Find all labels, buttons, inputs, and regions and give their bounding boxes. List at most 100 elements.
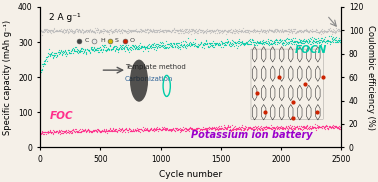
Point xyxy=(66,130,72,133)
Point xyxy=(223,128,229,131)
Point xyxy=(107,45,113,48)
Point xyxy=(44,59,50,62)
Point xyxy=(181,31,187,34)
Point xyxy=(76,52,82,55)
Point xyxy=(122,28,128,31)
Point xyxy=(119,44,125,47)
Point xyxy=(198,128,204,131)
Point xyxy=(223,41,229,43)
Point xyxy=(226,29,232,32)
Point xyxy=(325,28,331,31)
Point xyxy=(231,29,237,32)
Point xyxy=(141,45,147,48)
Point xyxy=(212,128,218,131)
Point xyxy=(87,28,93,31)
Point xyxy=(262,126,268,128)
Point xyxy=(222,29,228,32)
Point xyxy=(246,43,252,46)
Point xyxy=(329,38,335,41)
Point xyxy=(41,60,47,62)
Point xyxy=(244,43,250,46)
Point xyxy=(195,46,201,49)
Point xyxy=(39,69,45,72)
Point xyxy=(213,28,219,31)
Point xyxy=(182,39,188,42)
Point xyxy=(146,31,152,34)
Point xyxy=(189,42,195,45)
Point xyxy=(171,42,177,45)
Point xyxy=(64,29,70,32)
Point xyxy=(113,127,119,130)
Point xyxy=(249,127,255,130)
Point xyxy=(290,128,296,131)
Point xyxy=(320,39,326,42)
Point xyxy=(95,28,101,31)
Point xyxy=(167,30,173,33)
Point xyxy=(321,127,327,130)
Point xyxy=(242,42,248,45)
Point xyxy=(69,49,75,52)
Point xyxy=(75,49,81,52)
Point xyxy=(136,47,142,50)
Point xyxy=(308,27,314,30)
Point xyxy=(321,38,327,41)
Point xyxy=(307,37,313,40)
Point xyxy=(61,130,67,132)
Point xyxy=(91,129,97,132)
Point xyxy=(95,51,101,54)
Point xyxy=(310,29,316,32)
Point xyxy=(78,30,84,33)
Point xyxy=(250,29,256,32)
Point xyxy=(123,46,129,49)
Point xyxy=(298,40,304,43)
Point xyxy=(55,29,61,32)
Point xyxy=(119,130,125,133)
Point xyxy=(71,30,77,33)
Point xyxy=(204,127,210,130)
Point xyxy=(67,131,73,134)
Point xyxy=(330,125,336,128)
Point xyxy=(220,126,226,129)
Point xyxy=(188,30,194,33)
Point xyxy=(147,128,153,131)
Point xyxy=(291,40,297,43)
Point xyxy=(180,46,186,49)
Point xyxy=(111,129,117,132)
Point xyxy=(321,39,327,42)
Point xyxy=(249,29,255,32)
Point xyxy=(181,126,187,129)
Point xyxy=(218,127,225,130)
Point xyxy=(330,38,336,41)
Point xyxy=(334,29,340,32)
Point xyxy=(257,127,263,130)
Point xyxy=(336,39,342,42)
Point xyxy=(265,31,271,34)
Point xyxy=(312,29,318,32)
Point xyxy=(323,30,329,33)
Point xyxy=(108,130,114,133)
Point xyxy=(241,30,247,33)
Point xyxy=(226,29,232,32)
Point xyxy=(39,63,45,66)
Point xyxy=(74,28,81,31)
Point xyxy=(118,47,124,50)
Point xyxy=(174,42,180,45)
Point xyxy=(73,128,79,131)
Point xyxy=(86,129,92,132)
Point xyxy=(321,125,327,128)
Point xyxy=(129,30,135,33)
Point xyxy=(315,40,321,43)
Point xyxy=(274,125,280,128)
Point xyxy=(57,51,64,54)
Point xyxy=(298,125,304,128)
Point xyxy=(309,30,315,33)
Point xyxy=(49,130,55,133)
Point xyxy=(125,48,131,51)
Point xyxy=(67,29,73,32)
Point xyxy=(327,27,333,30)
Point xyxy=(68,50,74,53)
Point xyxy=(166,128,172,131)
Point xyxy=(336,124,342,127)
Point xyxy=(121,28,127,31)
Point xyxy=(239,41,245,44)
